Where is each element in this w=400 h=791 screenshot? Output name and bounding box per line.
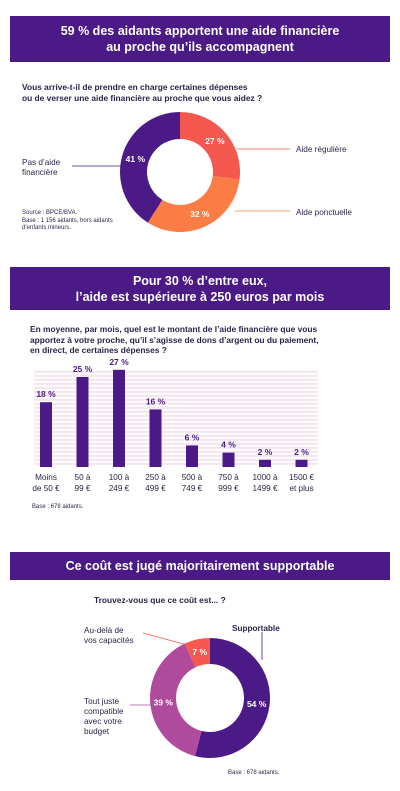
bar-4 bbox=[186, 445, 198, 467]
section1-title-line1: 59 % des aidants apportent une aide fina… bbox=[60, 24, 340, 38]
label-aide-ponctuelle: Aide ponctuelle bbox=[296, 208, 352, 217]
bar-category-label-line2-6: 1499 € bbox=[252, 484, 277, 493]
bar-category-label-line1-3: 250 à bbox=[145, 473, 166, 482]
bar-category-label-line1-1: 50 à bbox=[75, 473, 91, 482]
label-pas-aide-line2: financière bbox=[22, 168, 58, 177]
label-tout-juste: Tout juste compatible avec votre budget bbox=[84, 697, 124, 737]
section2-title-line2: l’aide est supérieure à 250 euros par mo… bbox=[75, 290, 325, 304]
bar-value-label-7: 2 % bbox=[294, 447, 309, 457]
section3-title-text: Ce coût est jugé majoritairement support… bbox=[65, 559, 335, 573]
bar-0 bbox=[40, 402, 52, 467]
label-tout-juste-line3: avec votre bbox=[84, 717, 122, 726]
donut2-value-label-1: 39 % bbox=[154, 697, 174, 707]
section3-question: Trouvez-vous que ce coût est... ? bbox=[94, 595, 226, 605]
bar-category-label-line1-6: 1000 à bbox=[252, 473, 277, 482]
bar-category-label-line1-4: 500 à bbox=[182, 473, 203, 482]
section1-source: Source : BPCE/BVA. Base : 1 156 aidants,… bbox=[22, 210, 132, 233]
bar-value-label-2: 27 % bbox=[109, 357, 129, 367]
label-tout-juste-line2: compatible bbox=[84, 707, 124, 716]
label-supportable: Supportable bbox=[232, 624, 280, 633]
label-au-dela-line1: Au-delà de bbox=[84, 626, 124, 635]
bar-value-label-5: 4 % bbox=[221, 440, 236, 450]
bar-category-label-line2-7: et plus bbox=[289, 484, 313, 493]
label-tout-juste-line4: budget bbox=[84, 727, 110, 736]
donut-aide-financiere: 27 % 32 % 41 % bbox=[119, 112, 240, 232]
section1-source-line2: Base : 1 156 aidants, hors aidants bbox=[22, 217, 113, 224]
donut1-value-label-2: 32 % bbox=[190, 209, 210, 219]
donut1-slice-1 bbox=[180, 112, 240, 180]
bar-6 bbox=[259, 459, 271, 467]
section1-title: 59 % des aidants apportent une aide fina… bbox=[10, 16, 390, 62]
donut-cout-supportable: 54 % 39 % 7 % bbox=[150, 638, 271, 758]
label-au-dela: Au-delà de vos capacités bbox=[84, 626, 134, 646]
section1-question-line2: ou de verser une aide financière au proc… bbox=[22, 92, 263, 103]
section2-question-line3: en direct, de certaines dépenses ? bbox=[30, 345, 167, 355]
bar-3 bbox=[149, 409, 162, 467]
bar-category-label-line1-2: 100 à bbox=[109, 473, 130, 482]
bar-chart-montant: 18 % Moins de 50 € 25 % 50 à 99 € 27 % 100 à 249… bbox=[32, 357, 318, 493]
label-tout-juste-line1: Tout juste bbox=[84, 697, 120, 706]
donut2-slice-1 bbox=[150, 643, 202, 757]
bar-category-label-line1-0: Moins bbox=[35, 473, 57, 482]
bar-5 bbox=[222, 452, 235, 467]
bar-value-label-4: 6 % bbox=[185, 432, 200, 442]
section2-question: En moyenne, par mois, quel est le montan… bbox=[30, 324, 380, 356]
donut2-value-label-2: 7 % bbox=[192, 647, 207, 657]
section1-source-line3: d’enfants mineurs. bbox=[22, 225, 72, 231]
section2-question-line1: En moyenne, par mois, quel est le montan… bbox=[30, 324, 318, 334]
donut2-value-label-0: 54 % bbox=[247, 699, 267, 709]
bar-value-label-3: 16 % bbox=[146, 396, 166, 406]
bar-value-label-1: 25 % bbox=[73, 364, 93, 374]
section2-title: Pour 30 % d’entre eux, l’aide est supéri… bbox=[10, 267, 390, 310]
label-aide-reguliere: Aide régulière bbox=[296, 145, 347, 154]
bar-7 bbox=[295, 459, 308, 467]
section2-question-line2: apportez à votre proche, qu’il s’agisse … bbox=[30, 334, 319, 345]
donut2-slice-0 bbox=[195, 638, 271, 758]
donut1-slice-0 bbox=[119, 112, 180, 223]
section3-title: Ce coût est jugé majoritairement support… bbox=[10, 552, 390, 580]
bar-category-label-line2-5: 999 € bbox=[218, 484, 239, 493]
bar-category-label-line2-4: 749 € bbox=[182, 484, 203, 493]
section2-base: Base : 678 aidants. bbox=[32, 504, 84, 510]
section1-question: Vous arrive-t-il de prendre en charge ce… bbox=[22, 82, 322, 103]
leader-line-au-dela bbox=[142, 632, 188, 646]
bar-value-label-0: 18 % bbox=[36, 389, 56, 399]
bar-category-label-line2-2: 249 € bbox=[109, 484, 130, 493]
section3-base: Base : 678 aidants. bbox=[228, 770, 280, 776]
label-pas-aide: Pas d’aide financière bbox=[22, 158, 60, 178]
bar-category-label-line2-1: 99 € bbox=[75, 484, 91, 493]
section1-question-line1: Vous arrive-t-il de prendre en charge ce… bbox=[22, 82, 248, 92]
bar-1 bbox=[76, 377, 89, 467]
section1-title-line2: au proche qu’ils accompagnent bbox=[106, 40, 294, 54]
donut1-slice-2 bbox=[147, 176, 240, 232]
bar-2 bbox=[113, 369, 125, 467]
label-au-dela-line2: vos capacités bbox=[84, 636, 134, 645]
label-pas-aide-line1: Pas d’aide bbox=[22, 158, 61, 167]
section2-title-line1: Pour 30 % d’entre eux, bbox=[132, 274, 268, 288]
section1-source-line1: Source : BPCE/BVA. bbox=[22, 210, 78, 216]
bar-category-label-line1-7: 1500 € bbox=[289, 473, 314, 482]
donut2-slice-2 bbox=[184, 638, 210, 668]
donut1-value-label-0: 41 % bbox=[126, 154, 146, 164]
bar-category-label-line2-3: 499 € bbox=[145, 484, 166, 493]
bar-category-label-line2-0: de 50 € bbox=[32, 484, 60, 493]
donut1-value-label-1: 27 % bbox=[205, 136, 225, 146]
bar-value-label-6: 2 % bbox=[258, 447, 273, 457]
bar-category-label-line1-5: 750 à bbox=[218, 473, 239, 482]
